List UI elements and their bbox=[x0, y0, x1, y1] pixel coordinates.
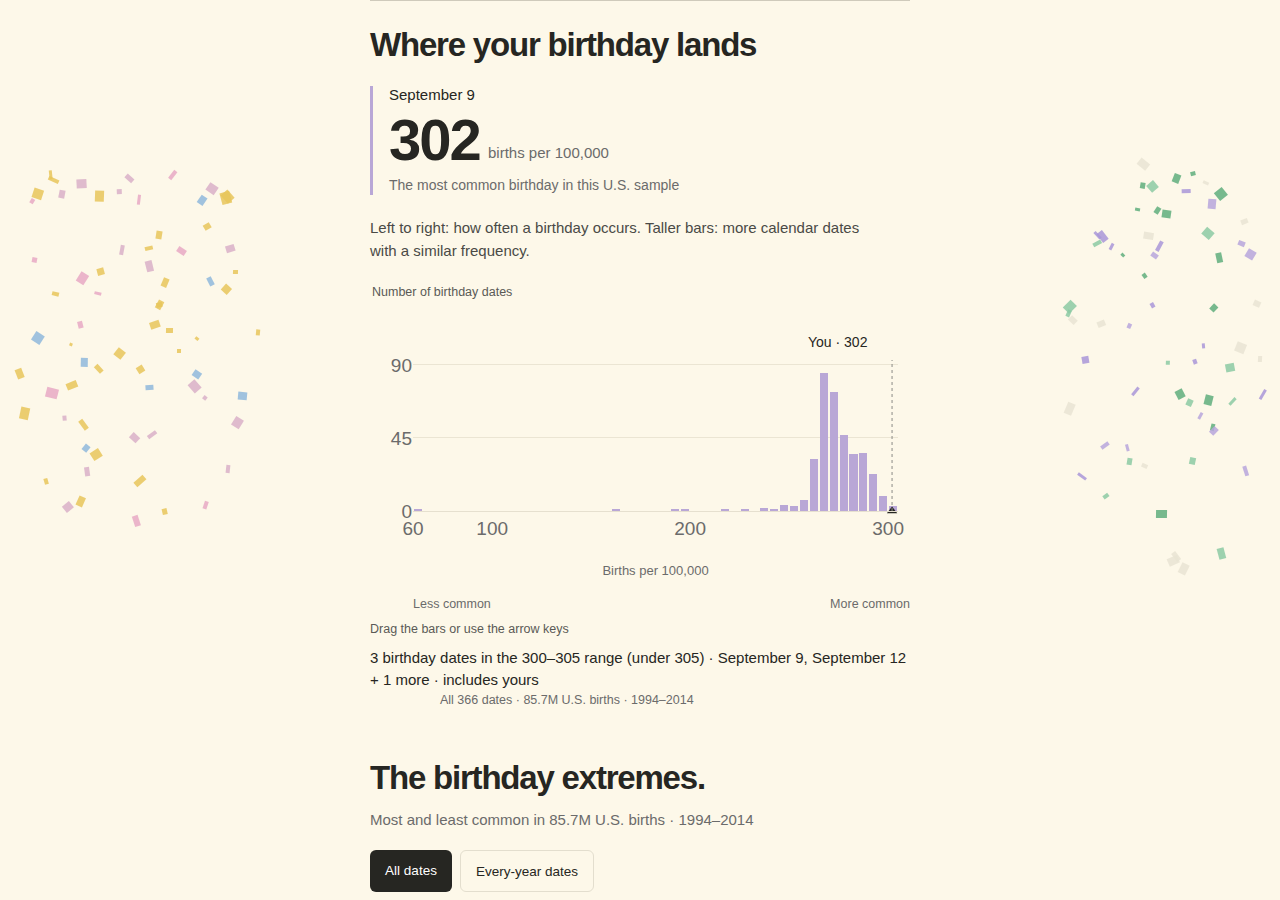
html-text:3 birthday dates in the 300–30: 3 birthday dates in the 300–305 range (u… bbox=[370, 649, 907, 688]
svg-text:Births per 100,000: Births per 100,000 bbox=[602, 563, 708, 578]
html-text:births per 100,000: births per 100,000 bbox=[488, 144, 609, 161]
html-text:302: 302 bbox=[389, 107, 480, 172]
svg-text:45: 45 bbox=[391, 428, 412, 449]
svg-text:100: 100 bbox=[476, 518, 508, 539]
svg-text:300: 300 bbox=[872, 518, 904, 539]
html-text:September 9: September 9 bbox=[389, 86, 475, 103]
svg-text:Number of birthday dates: Number of birthday dates bbox=[372, 285, 512, 299]
html-text:The most common birthday in th: The most common birthday in this U.S. sa… bbox=[389, 177, 680, 193]
html-text:Most and least common in 85.7M: Most and least common in 85.7M U.S. birt… bbox=[370, 811, 754, 828]
html-text:Left to right: how often a bir: Left to right: how often a birthday occu… bbox=[370, 219, 860, 259]
svg-text:0: 0 bbox=[401, 501, 412, 522]
svg-text:You · 302: You · 302 bbox=[808, 334, 868, 350]
html-text:More common: More common bbox=[830, 597, 910, 611]
html-text:Drag the bars or use the arrow: Drag the bars or use the arrow keys bbox=[370, 622, 569, 636]
html-text:The birthday extremes.: The birthday extremes. bbox=[370, 759, 705, 796]
html-text:Every-year dates: Every-year dates bbox=[476, 864, 578, 879]
html-text:All dates: All dates bbox=[385, 863, 437, 878]
html-text:Where your birthday lands: Where your birthday lands bbox=[370, 26, 757, 63]
html-text:All 366 dates · 85.7M U.S. bir: All 366 dates · 85.7M U.S. births · 1994… bbox=[440, 693, 694, 707]
svg-text:90: 90 bbox=[391, 355, 412, 376]
svg-text:60: 60 bbox=[402, 518, 423, 539]
html-text:Less common: Less common bbox=[413, 597, 491, 611]
svg-text:200: 200 bbox=[674, 518, 706, 539]
